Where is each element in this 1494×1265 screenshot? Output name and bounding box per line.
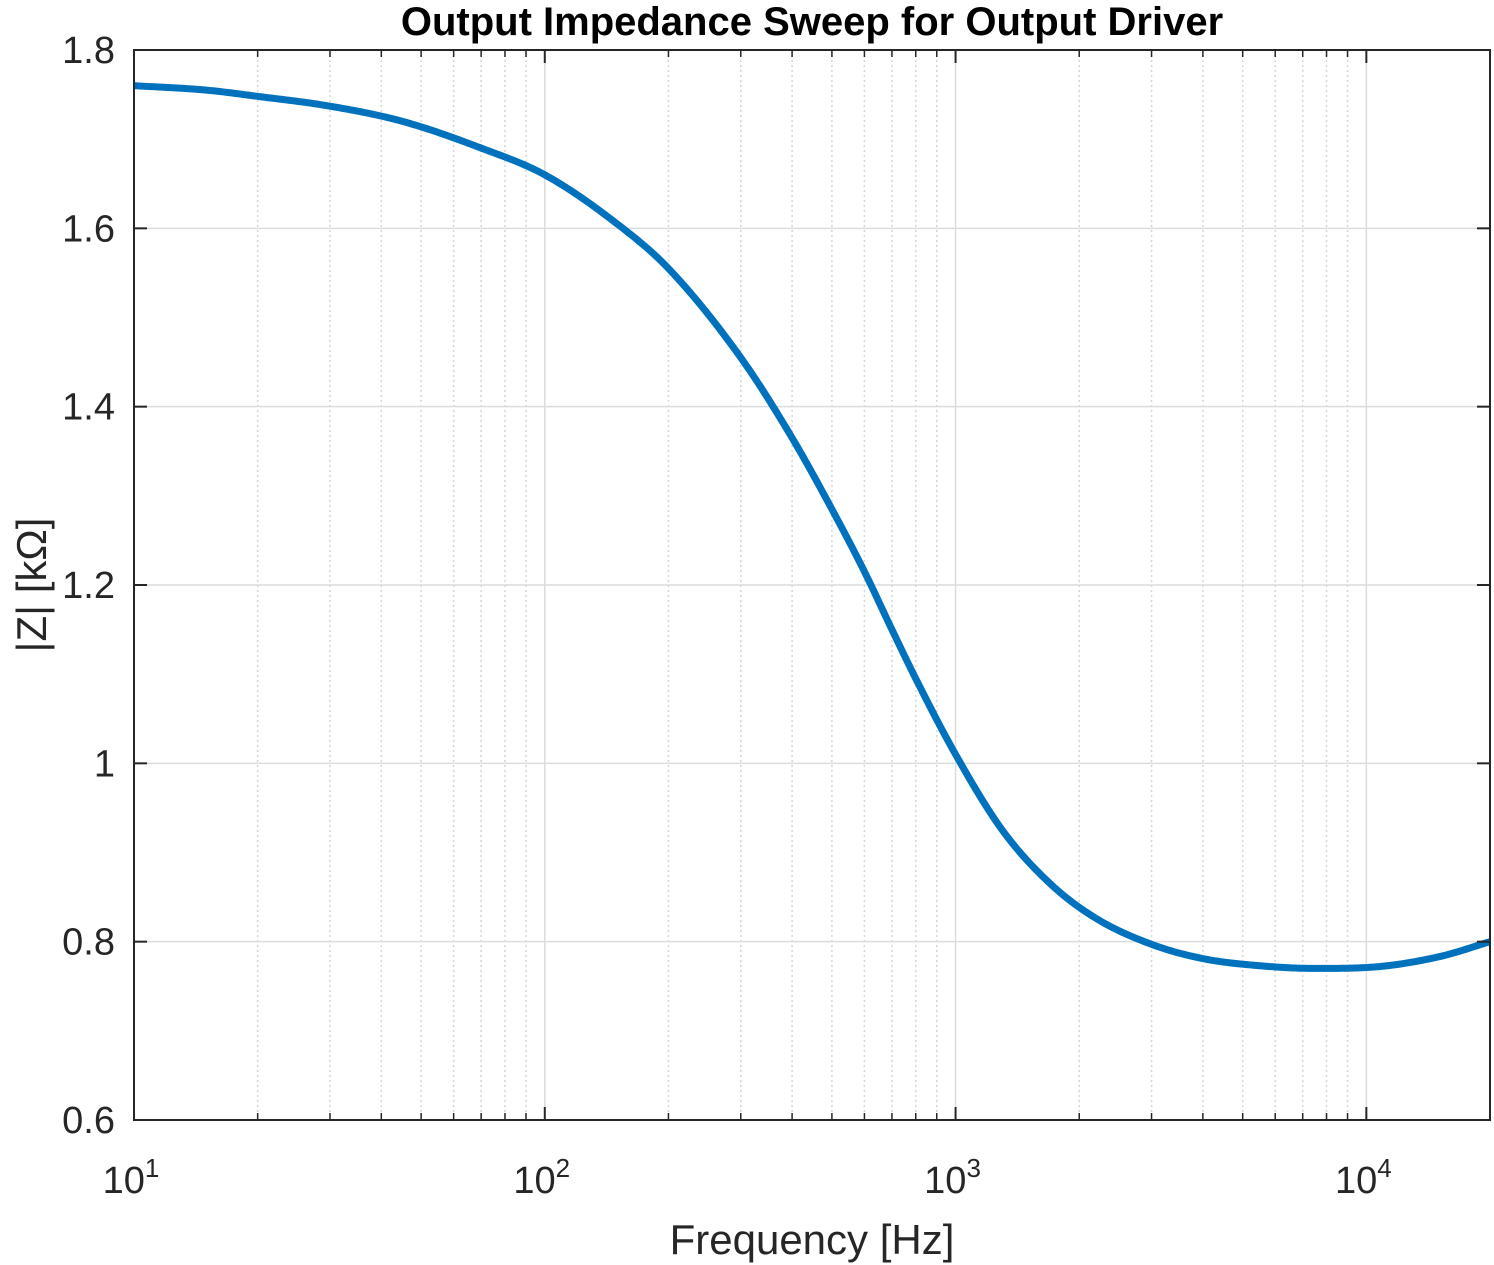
x-tick-labels: 101 102 103 104 — [103, 1153, 1392, 1202]
y-tick-label: 0.6 — [62, 1100, 115, 1142]
x-tick-label: 103 — [924, 1153, 981, 1202]
chart-title: Output Impedance Sweep for Output Driver — [401, 0, 1223, 44]
y-tick-label: 1.6 — [62, 208, 115, 250]
y-axis-label: |Z| [kΩ] — [8, 518, 55, 653]
y-tick-label: 1.8 — [62, 30, 115, 72]
y-tick-label: 0.8 — [62, 922, 115, 964]
x-tick-label: 101 — [103, 1153, 160, 1202]
tick-marks — [133, 49, 1491, 1121]
y-tick-label: 1 — [94, 743, 115, 785]
y-tick-labels: 0.6 0.8 1 1.2 1.4 1.6 1.8 — [62, 30, 115, 1142]
y-tick-label: 1.4 — [62, 387, 115, 429]
series-layer — [132, 82, 1492, 972]
y-tick-label: 1.2 — [62, 565, 115, 607]
x-axis-label: Frequency [Hz] — [670, 1216, 955, 1263]
x-tick-label: 102 — [513, 1153, 570, 1202]
series-line — [132, 82, 1492, 972]
x-tick-label: 104 — [1335, 1153, 1392, 1202]
